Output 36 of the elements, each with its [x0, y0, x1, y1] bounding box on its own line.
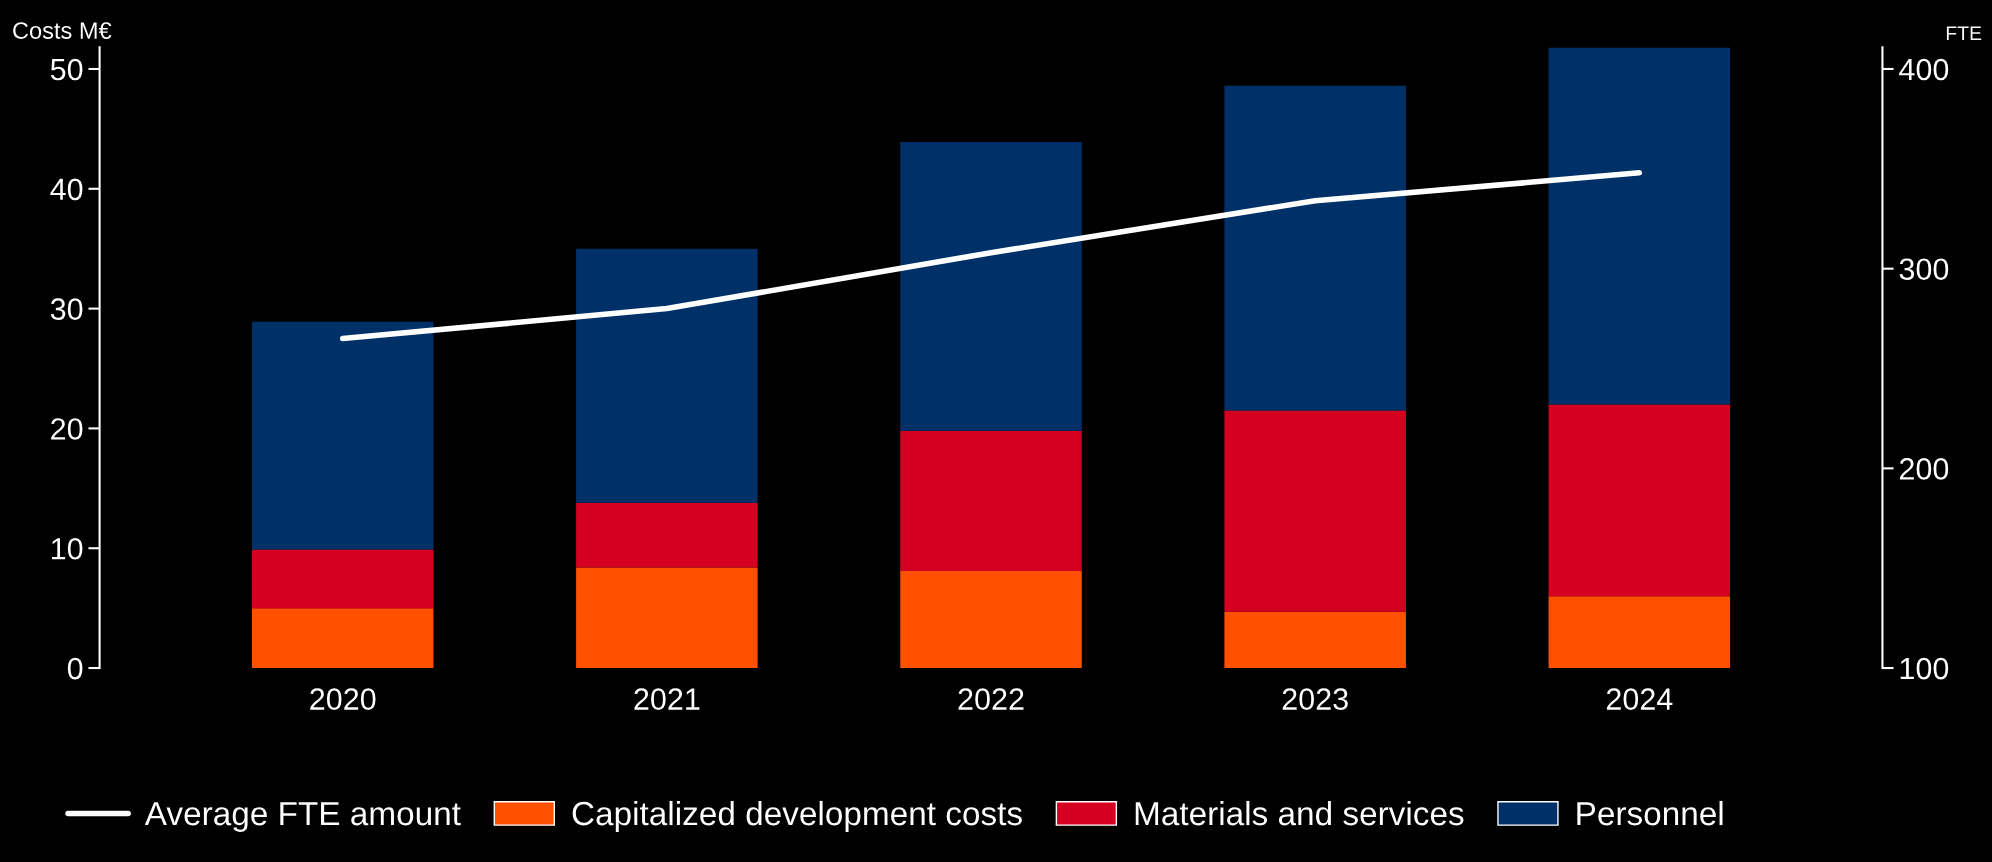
bar: [251, 608, 434, 669]
bar: [900, 430, 1082, 571]
y-tick-label: 50: [50, 58, 83, 81]
bar: [1548, 596, 1731, 669]
x-tick-label: 2024: [1606, 688, 1673, 710]
y-tick-label: 30: [50, 298, 83, 320]
bar: [1224, 611, 1406, 669]
x-tick-label: 2021: [634, 688, 700, 710]
bar: [1224, 410, 1406, 612]
bar: [900, 571, 1082, 669]
y2-tick-label: 100: [1900, 657, 1949, 680]
x-tick-label: 2020: [310, 688, 376, 710]
legend-label: Capitalized development costs: [572, 800, 1022, 832]
y-tick-label: 40: [50, 178, 83, 201]
legend-label: Average FTE amount: [144, 802, 461, 832]
y2-tick-label: 300: [1899, 258, 1949, 281]
y-tick-label: 10: [51, 537, 83, 560]
bar: [576, 248, 758, 503]
bar: [251, 549, 434, 609]
legend-label: Materials and services: [1135, 800, 1464, 826]
x-tick-label: 2023: [1282, 688, 1348, 710]
x-tick-label: 2022: [958, 688, 1024, 710]
bar: [1224, 85, 1406, 411]
y2-tick-label: 400: [1899, 58, 1949, 81]
bar: [1548, 404, 1731, 597]
y-tick-label: 20: [51, 418, 83, 440]
bar: [576, 567, 758, 669]
y-axis-title: Costs M€: [13, 22, 112, 39]
y-tick-label: 0: [67, 657, 83, 680]
y2-tick-label: 200: [1899, 458, 1949, 480]
bar: [1548, 47, 1731, 405]
bar: [576, 502, 758, 568]
y2-axis-title: FTE: [1946, 26, 1982, 40]
legend-label: Personnel: [1577, 800, 1723, 826]
bar: [900, 142, 1082, 431]
bar: [251, 321, 434, 550]
